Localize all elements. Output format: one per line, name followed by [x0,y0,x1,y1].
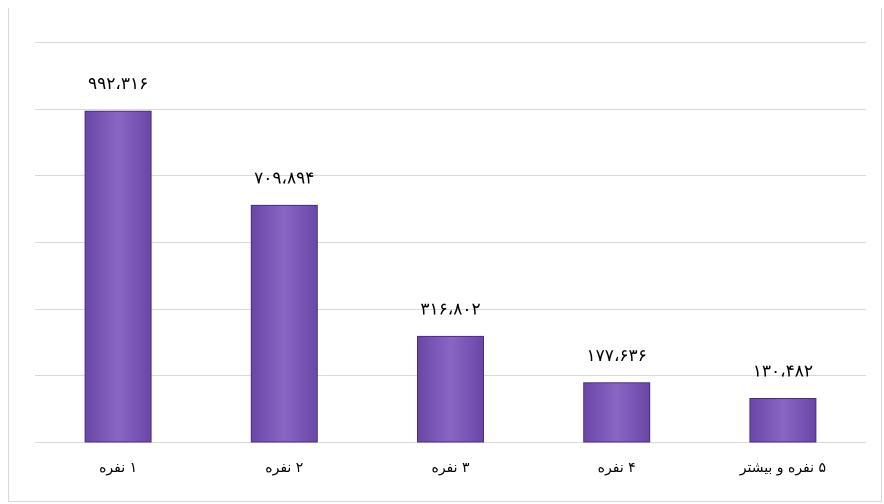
bar-4 [583,382,651,443]
category-label-2: ۲ نفره [265,460,303,476]
bar-2 [250,204,318,443]
category-label-1: ۱ نفره [99,460,137,476]
data-labels: ۹۹۲،۳۱۶ ۷۰۹،۸۹۴ ۳۱۶،۸۰۲ ۱۷۷،۶۳۶ ۱۳۰،۴۸۲ [88,74,813,381]
category-labels: ۱ نفره ۲ نفره ۳ نفره ۴ نفره ۵ نفره و بیشتر [99,460,826,476]
data-label-2: ۷۰۹،۸۹۴ [254,168,314,188]
category-label-5: ۵ نفره و بیشتر [739,460,826,476]
data-label-3: ۳۱۶،۸۰۲ [420,299,480,319]
bars [84,110,817,443]
bar-1 [84,110,152,443]
category-label-4: ۴ نفره [598,460,636,476]
data-label-5: ۱۳۰،۴۸۲ [753,362,813,382]
category-label-3: ۳ نفره [431,460,470,476]
data-label-4: ۱۷۷،۶۳۶ [587,346,647,366]
data-label-1: ۹۹۲،۳۱۶ [88,74,148,94]
bar-3 [417,335,484,443]
bar-5 [749,398,817,443]
chart-frame [8,8,882,502]
